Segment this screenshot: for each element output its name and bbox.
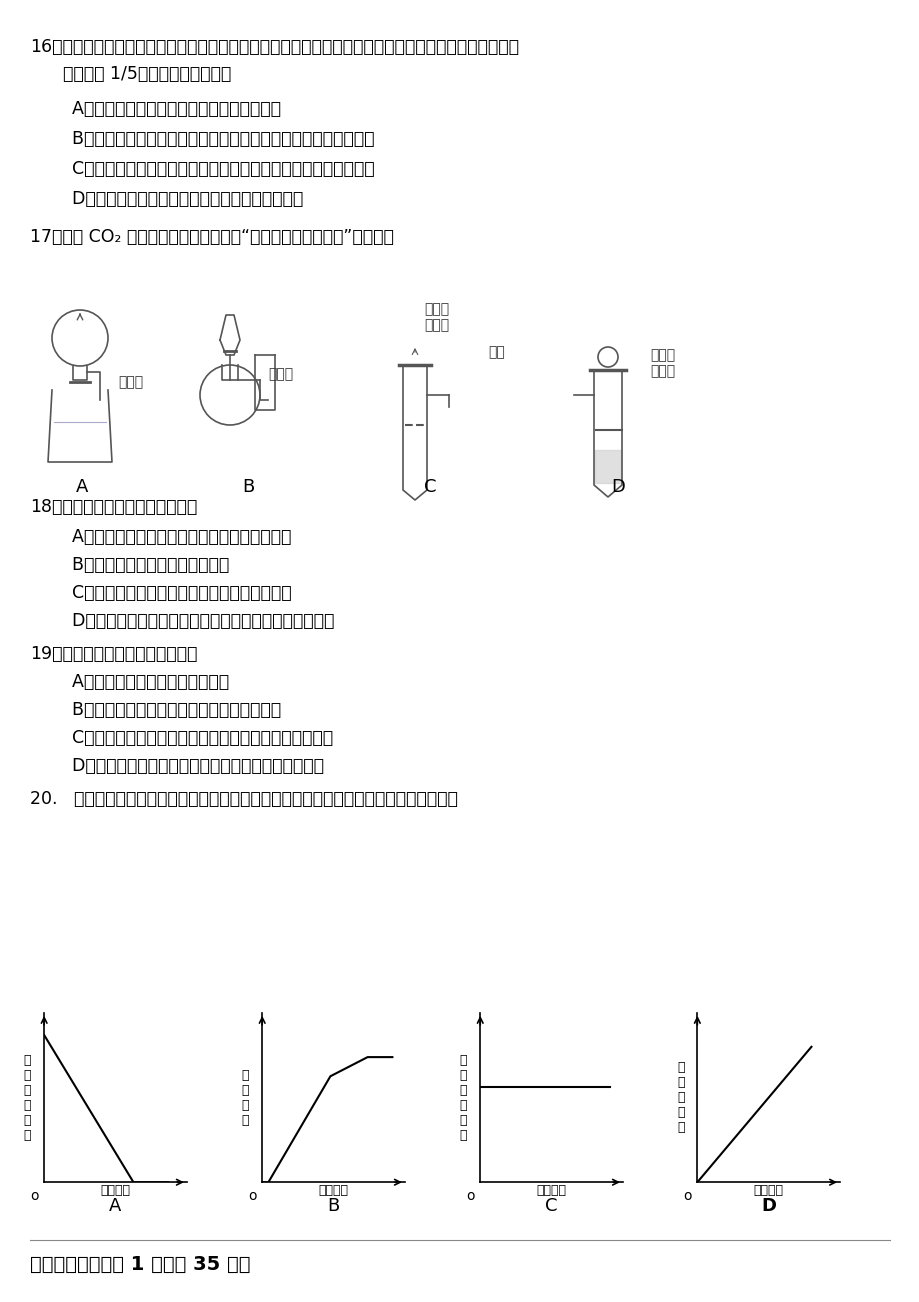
Y-axis label: 剩
余
固
体
质
量: 剩 余 固 体 质 量 bbox=[24, 1053, 31, 1142]
Text: 20.   下列图像，能正确反映加热氯酸钒和二氧化锰混合物制氧气时有关量随时间变化的是: 20. 下列图像，能正确反映加热氯酸钒和二氧化锰混合物制氧气时有关量随时间变化的… bbox=[30, 790, 458, 809]
Text: 气体积的 1/5。下列解释合理的是: 气体积的 1/5。下列解释合理的是 bbox=[30, 65, 231, 83]
Text: D: D bbox=[760, 1197, 776, 1215]
Text: B．导管口开始有气泡冒出时，立即收集气体: B．导管口开始有气泡冒出时，立即收集气体 bbox=[50, 700, 281, 719]
Text: C．催化剂在化学反应前后质量和化学性质不变: C．催化剂在化学反应前后质量和化学性质不变 bbox=[50, 585, 291, 602]
Text: o: o bbox=[683, 1189, 691, 1203]
X-axis label: 加热时间: 加热时间 bbox=[536, 1184, 566, 1197]
Text: A: A bbox=[109, 1197, 121, 1215]
Text: 16．某班同学用右图装置测定空气里氧气的含量。实验完毕，某同学的广口瓶内水面上升明显小于瓶内空: 16．某班同学用右图装置测定空气里氧气的含量。实验完毕，某同学的广口瓶内水面上升… bbox=[30, 38, 518, 56]
Text: o: o bbox=[248, 1189, 256, 1203]
Text: 17．下列 CO₂ 的制备装置中，不能起到“随开随制，随关随停”效果的是: 17．下列 CO₂ 的制备装置中，不能起到“随开随制，随关随停”效果的是 bbox=[30, 228, 393, 246]
X-axis label: 加热时间: 加热时间 bbox=[318, 1184, 348, 1197]
Text: 19．实验室制取氧气正确的操作是: 19．实验室制取氧气正确的操作是 bbox=[30, 644, 198, 663]
Text: A．高锶酸钒制氧气的反应中二氧化锰是催化剂: A．高锶酸钒制氧气的反应中二氧化锰是催化剂 bbox=[50, 529, 291, 546]
Text: D．收集满氧气的集气瓶从水槽中取出后倒放在桌面上: D．收集满氧气的集气瓶从水槽中取出后倒放在桌面上 bbox=[50, 756, 323, 775]
Text: 干燥管: 干燥管 bbox=[118, 375, 143, 389]
Text: 铜网: 铜网 bbox=[487, 345, 505, 359]
X-axis label: 加热时间: 加热时间 bbox=[100, 1184, 130, 1197]
Text: D．可能装置漏气，冷却过程中有空气进入集气瓶: D．可能装置漏气，冷却过程中有空气进入集气瓶 bbox=[50, 190, 303, 208]
Text: C．可能插入燃烧匙太慢，塞紧瓶塞之前，瓶内部分空气受热递出: C．可能插入燃烧匙太慢，塞紧瓶塞之前，瓶内部分空气受热递出 bbox=[50, 160, 374, 178]
Text: 小试管: 小试管 bbox=[267, 367, 293, 381]
Text: C．停止加热时，应先息灭酒精灯，然后把导管移出水面: C．停止加热时，应先息灭酒精灯，然后把导管移出水面 bbox=[50, 729, 333, 747]
Text: A．装药品前先检查装置的气密性: A．装药品前先检查装置的气密性 bbox=[50, 673, 229, 691]
X-axis label: 加热时间: 加热时间 bbox=[753, 1184, 783, 1197]
Text: 可抽动
的铜丝: 可抽动 的铜丝 bbox=[424, 302, 448, 332]
Text: B．催化剂能改变生成氧气的质量: B．催化剂能改变生成氧气的质量 bbox=[50, 556, 229, 574]
Text: B: B bbox=[327, 1197, 339, 1215]
Text: D．用过氧化氢制氧气的反应中必须用二氧化锰做催化剂: D．用过氧化氢制氧气的反应中必须用二氧化锰做催化剂 bbox=[50, 612, 334, 630]
Y-axis label: 氧
气
质
量: 氧 气 质 量 bbox=[242, 1069, 249, 1126]
Text: B．可能没夹紧弹簧夹，红磷燃烧时瓶内部分空气受热从导管递出: B．可能没夹紧弹簧夹，红磷燃烧时瓶内部分空气受热从导管递出 bbox=[50, 130, 374, 148]
Y-axis label: 二
氧
化
锰
质
量: 二 氧 化 锰 质 量 bbox=[460, 1053, 467, 1142]
Text: C: C bbox=[424, 478, 436, 496]
Text: 多孔塑
料隔板: 多孔塑 料隔板 bbox=[650, 348, 675, 378]
Text: A: A bbox=[75, 478, 88, 496]
Text: B: B bbox=[242, 478, 254, 496]
Y-axis label: 氯
化
钒
质
量: 氯 化 钒 质 量 bbox=[676, 1061, 684, 1134]
Text: A．可能红磷的量不足，瓶内氧气没有消耗完: A．可能红磷的量不足，瓶内氧气没有消耗完 bbox=[50, 100, 280, 118]
Text: C: C bbox=[545, 1197, 557, 1215]
Text: o: o bbox=[466, 1189, 474, 1203]
Text: D: D bbox=[610, 478, 624, 496]
Text: 二、填空题（每空 1 分，共 35 分）: 二、填空题（每空 1 分，共 35 分） bbox=[30, 1255, 250, 1273]
Text: o: o bbox=[30, 1189, 39, 1203]
Text: 18．有关催化剂的叙述，正确的是: 18．有关催化剂的叙述，正确的是 bbox=[30, 497, 197, 516]
